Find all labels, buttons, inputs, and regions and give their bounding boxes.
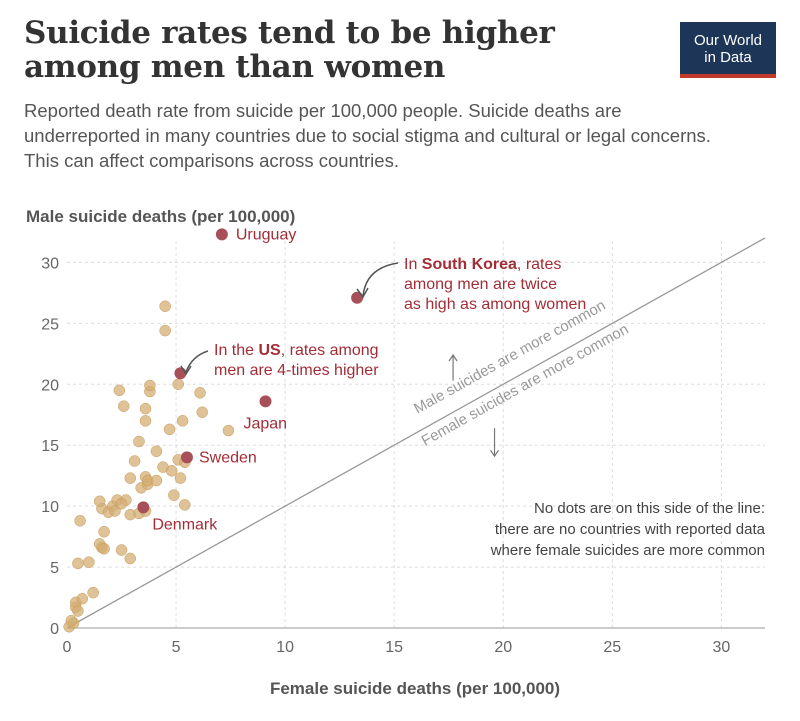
diagonal-line — [66, 237, 766, 629]
data-point — [176, 415, 189, 427]
highlight-point-south-korea — [351, 291, 364, 304]
arrow-down-head — [490, 449, 500, 458]
x-tick-label: 0 — [63, 639, 72, 656]
data-point — [222, 424, 235, 437]
annotation-south-korea: as high as among women — [404, 296, 586, 313]
data-point — [83, 556, 95, 568]
highlighted-points — [137, 228, 364, 514]
data-point — [159, 324, 171, 337]
highlight-point-japan — [259, 395, 272, 408]
label-uruguay: Uruguay — [236, 226, 296, 243]
data-point — [115, 497, 128, 510]
x-axis-title: Female suicide deaths (per 100,000) — [270, 679, 560, 698]
data-point — [117, 400, 130, 412]
data-point — [93, 495, 106, 507]
y-tick-label: 15 — [41, 438, 59, 455]
data-point — [139, 415, 152, 427]
annotation-south-korea: In South Korea, rates — [404, 256, 561, 273]
data-point — [74, 515, 86, 527]
arrow-head-south-korea — [356, 287, 369, 299]
data-point — [174, 472, 187, 484]
y-tick-label: 20 — [41, 377, 59, 394]
data-point — [133, 435, 145, 448]
no-dots-note: there are no countries with reported dat… — [495, 521, 766, 538]
y-tick-label: 10 — [41, 499, 59, 516]
data-point — [159, 300, 171, 312]
no-dots-note: where female suicides are more common — [490, 542, 765, 559]
no-dots-note: No dots are on this side of the line: — [534, 500, 765, 517]
owid-logo[interactable]: Our World in Data — [680, 22, 776, 78]
arrow-up-head — [448, 353, 458, 362]
annotation-us: men are 4-times higher — [214, 362, 379, 379]
x-tick-label: 5 — [172, 639, 181, 656]
label-japan: Japan — [243, 415, 287, 432]
label-sweden: Sweden — [199, 449, 257, 466]
chart-subtitle: Reported death rate from suicide per 100… — [24, 100, 711, 171]
chart-title: Suicide rates tend to be higher among me… — [24, 15, 555, 85]
data-point — [124, 472, 137, 484]
y-axis-ticks: 0 5 10 15 20 25 30 — [41, 255, 59, 638]
data-point — [165, 465, 178, 477]
data-point — [128, 455, 141, 467]
data-point — [179, 499, 191, 511]
data-point — [87, 586, 99, 599]
x-tick-label: 20 — [494, 639, 512, 656]
data-point — [144, 379, 156, 392]
data-point — [65, 614, 78, 627]
y-tick-label: 25 — [41, 316, 59, 333]
data-point — [194, 387, 206, 399]
logo-line-1: Our World — [693, 32, 763, 49]
grid — [67, 238, 765, 629]
logo-line-2: in Data — [704, 49, 752, 66]
data-point — [98, 543, 110, 555]
data-point — [113, 384, 126, 397]
y-tick-label: 5 — [50, 560, 59, 577]
y-tick-label: 30 — [41, 255, 59, 272]
y-tick-label: 0 — [50, 621, 59, 638]
y-axis-title: Male suicide deaths (per 100,000) — [26, 207, 295, 226]
data-point — [139, 402, 152, 415]
x-tick-label: 10 — [276, 639, 294, 656]
arrow-us — [185, 350, 209, 373]
annotation-us: In the US, rates among — [214, 342, 379, 359]
x-tick-label: 15 — [385, 639, 403, 656]
x-axis-ticks: 0 5 10 15 20 25 30 — [63, 639, 731, 656]
data-point — [163, 423, 176, 436]
highlight-point-sweden — [180, 451, 193, 464]
data-point — [150, 445, 163, 458]
annotations: Uruguay In South Korea, rates among men ar… — [152, 226, 765, 559]
data-point — [115, 544, 128, 556]
data-point — [168, 489, 180, 501]
data-point — [172, 378, 184, 390]
highlight-point-denmark — [137, 501, 150, 514]
annotation-south-korea: among men are twice — [404, 276, 557, 293]
data-point — [98, 525, 110, 538]
label-denmark: Denmark — [152, 516, 218, 533]
x-tick-label: 30 — [712, 639, 730, 656]
data-point — [124, 552, 137, 565]
x-tick-label: 25 — [603, 639, 621, 656]
highlight-point-uruguay — [215, 228, 228, 241]
data-point — [150, 474, 163, 487]
data-point — [72, 557, 84, 570]
data-point — [109, 505, 121, 517]
highlight-point-us — [174, 367, 187, 380]
data-point — [76, 593, 89, 605]
arrow-head-us — [180, 365, 192, 376]
data-point — [72, 605, 84, 617]
arrow-south-korea — [362, 262, 399, 297]
data-point — [196, 406, 208, 419]
